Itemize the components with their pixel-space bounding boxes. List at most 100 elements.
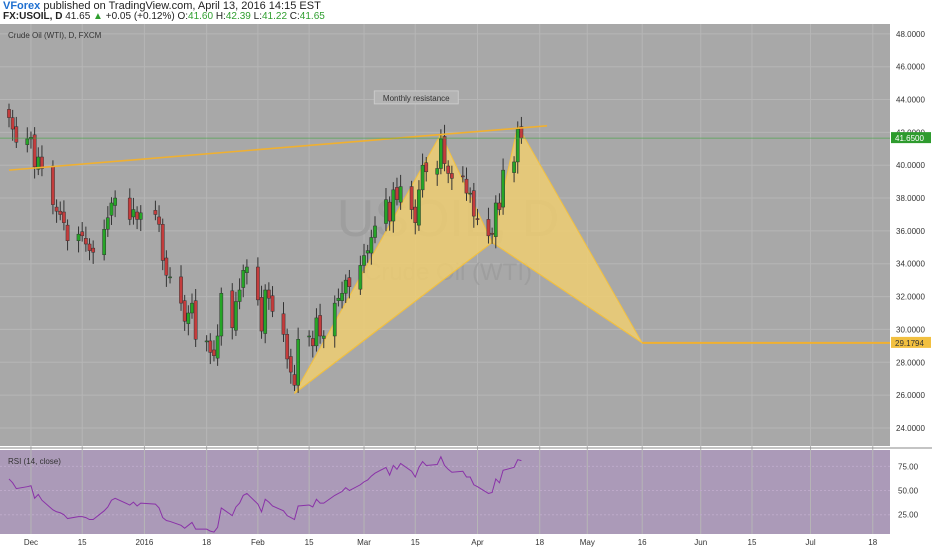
candle [36,147,41,176]
x-tick-label: Jun [694,538,707,547]
x-tick-label: 15 [748,538,757,547]
high-value: 42.39 [225,11,251,22]
x-tick-label: Mar [357,538,371,547]
x-tick-label: 15 [305,538,314,547]
symbol-label[interactable]: FX:USOIL, D [3,11,63,22]
open-value: 41.60 [188,11,214,22]
down-candle-body [292,374,297,386]
up-candle-body [493,202,498,237]
y-tick-label: 40.0000 [896,161,925,170]
down-candle-body [182,300,187,322]
candle [80,222,85,242]
ohlc-legend: FX:USOIL, D 41.65 ▲ +0.05 (+0.12%) O:41.… [3,11,325,22]
up-candle-body [417,189,421,226]
candle [259,285,264,339]
up-candle-body [263,289,268,334]
candle [417,180,421,231]
target-price-badge [891,336,931,348]
candle [138,205,143,232]
down-candle-body [40,156,44,169]
candlestick-series [7,103,524,393]
candle [365,244,370,263]
candle [398,174,403,210]
candle [446,160,451,184]
candle [512,156,516,183]
candle [109,197,114,225]
up-candle-body [25,138,30,145]
candle [288,348,293,384]
candle [153,200,158,221]
candle [25,127,30,153]
candle [212,340,216,362]
x-tick-label: 2016 [136,538,154,547]
rsi-pane[interactable] [0,450,890,534]
up-candle-body [398,186,403,203]
up-candle-body [332,302,337,337]
down-candle-body [424,162,429,173]
down-candle-body [160,224,165,261]
up-candle-body [435,168,440,175]
candle [54,199,59,223]
down-candle-body [471,190,476,217]
candle [497,193,502,216]
pattern-bd-line [491,241,643,344]
candle [270,286,275,318]
candle [468,187,473,203]
candle [105,206,110,237]
candle [113,190,117,218]
y-tick-label: 24.0000 [896,424,925,433]
close-value: 41.65 [299,11,325,22]
x-tick-label: May [580,538,595,547]
down-candle-body [164,257,169,276]
down-candle-body [395,187,399,200]
candle [314,308,319,352]
up-candle-body [369,237,374,254]
candle [332,295,337,348]
down-candle-body [259,297,264,332]
candle [420,153,425,198]
candle [230,283,235,340]
candle [343,274,348,303]
candle [135,206,139,230]
author-link[interactable]: VForex [3,0,41,12]
rsi-title[interactable]: RSI (14, close) [8,457,61,466]
up-candle-body [340,293,344,301]
candle [515,121,520,174]
axis-labels: 48.000046.000044.000042.000040.000038.00… [24,30,931,547]
up-candle-body [237,289,242,302]
up-candle-body [215,335,220,359]
up-candle-body [336,297,341,301]
candle [215,324,220,366]
series-title[interactable]: Crude Oil (WTI), D, FXCM [8,31,102,40]
candle [219,287,224,346]
down-candle-body [193,300,198,340]
up-candle-body [373,225,377,238]
date-axis[interactable] [0,534,932,550]
candle [358,255,363,295]
y-tick-label: 38.0000 [896,194,925,203]
down-candle-body [87,243,92,251]
up-candle-body [109,202,114,216]
candle [493,195,498,249]
candle [450,165,454,191]
up-candle-body [168,276,172,279]
up-candle-body [245,266,249,274]
chart-overlays: Monthly resistance [0,90,890,344]
publish-info: VForex published on TradingView.com, Apr… [3,1,321,12]
price-change: +0.05 (+0.12%) [105,11,175,22]
price-axis[interactable] [890,24,932,534]
up-candle-body [186,312,191,324]
y-tick-label: 36.0000 [896,227,925,236]
up-candle-body [296,339,300,386]
rsi-line [8,455,522,533]
y-tick-label: 44.0000 [896,96,925,105]
candle [7,103,11,128]
annotation-box [373,90,459,105]
candle [409,180,414,220]
up-candle-body [219,293,224,337]
down-candle-body [413,206,418,223]
up-candle-body [234,301,238,331]
down-candle-body [497,202,502,210]
candle [65,219,70,251]
